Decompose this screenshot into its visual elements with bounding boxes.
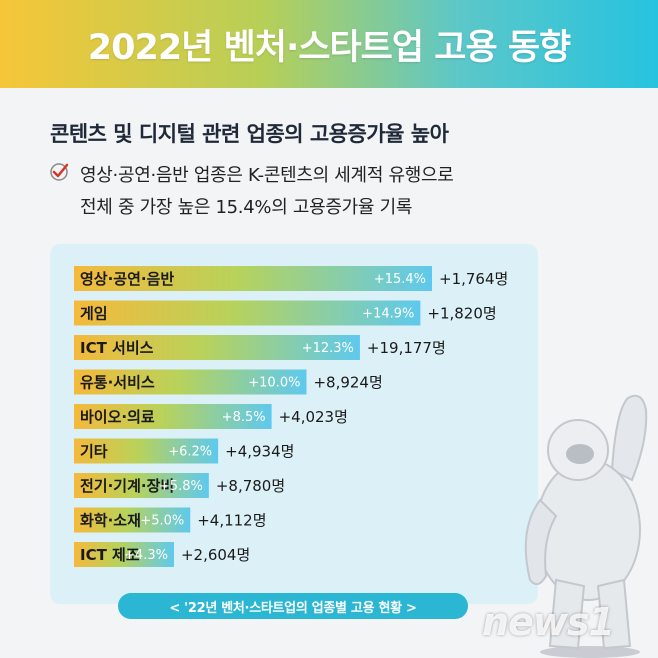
category-label-0: 영상·공연·음반 (80, 270, 174, 288)
check-icon (50, 163, 68, 181)
category-label-8: ICT 제조 (80, 546, 140, 564)
bar-5 (74, 438, 219, 464)
description: 영상·공연·음반 업종은 K-콘텐츠의 세계적 유행으로 전체 중 가장 높은 … (50, 160, 610, 224)
employment-change-label-3: +8,924명 (313, 374, 382, 392)
bar-2 (74, 335, 360, 360)
employment-change-label-8: +2,604명 (181, 546, 250, 564)
category-label-6: 전기·기계·장비 (80, 477, 174, 495)
category-label-7: 화학·소재 (80, 512, 141, 530)
description-line-2: 전체 중 가장 높은 15.4%의 고용증가율 기록 (80, 197, 413, 218)
value-label-4: +8.5% (222, 410, 266, 425)
value-label-6: +5.8% (159, 479, 203, 494)
bar-1 (74, 300, 421, 326)
employment-change-label-5: +4,934명 (225, 443, 294, 461)
employment-change-label-0: +1,764명 (439, 270, 508, 288)
employment-change-label-7: +4,112명 (197, 512, 266, 530)
page-title: 2022년 벤처·스타트업 고용 동향 (87, 27, 571, 68)
value-label-5: +6.2% (168, 445, 212, 460)
bar-4 (74, 404, 272, 429)
category-label-1: 게임 (80, 305, 108, 323)
value-label-0: +15.4% (374, 272, 426, 287)
category-label-4: 바이오·의료 (80, 408, 155, 426)
subtitle: 콘텐츠 및 디지털 관련 업종의 고용증가율 높아 (50, 122, 449, 146)
bar-8 (74, 542, 174, 567)
category-label-5: 기타 (80, 443, 108, 461)
category-label-3: 유통·서비스 (80, 374, 155, 392)
value-label-8: +4.3% (124, 548, 168, 563)
bar-0 (74, 266, 432, 291)
bar-3 (74, 369, 307, 395)
value-label-7: +5.0% (140, 514, 184, 529)
news1-watermark: news1 (482, 600, 615, 644)
title-banner: 2022년 벤처·스타트업 고용 동향 (0, 0, 658, 88)
bar-6 (74, 473, 209, 498)
category-label-2: ICT 서비스 (80, 339, 154, 357)
employment-change-label-2: +19,177명 (367, 339, 446, 357)
value-label-3: +10.0% (248, 376, 300, 391)
yeti-mascot-illustration (524, 394, 648, 658)
employment-change-label-4: +4,023명 (279, 408, 348, 426)
description-line-1: 영상·공연·음반 업종은 K-콘텐츠의 세계적 유행으로 (80, 165, 454, 186)
employment-change-label-1: +1,820명 (427, 305, 496, 323)
chart-caption: < '22년 벤처·스타트업의 업종별 고용 현황 > (118, 593, 468, 619)
bar-7 (74, 507, 191, 533)
value-label-1: +14.9% (362, 307, 414, 322)
employment-change-label-6: +8,780명 (216, 477, 285, 495)
value-label-2: +12.3% (302, 341, 354, 356)
